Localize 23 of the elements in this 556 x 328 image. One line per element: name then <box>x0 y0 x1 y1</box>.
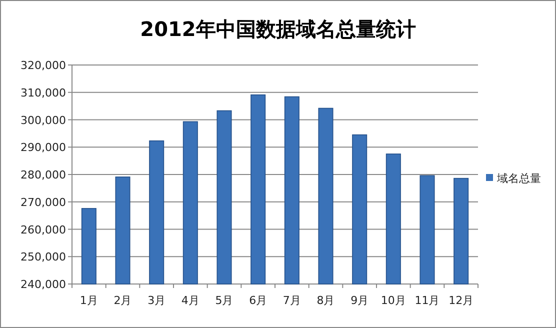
chart-title: 2012年中国数据域名总量统计 <box>140 17 416 41</box>
x-tick-label: 6月 <box>249 294 268 307</box>
x-tick-label: 11月 <box>414 294 440 307</box>
y-tick-label: 310,000 <box>20 86 66 100</box>
x-tick-label: 4月 <box>181 294 200 307</box>
y-tick-label: 320,000 <box>20 59 66 72</box>
y-tick-label: 290,000 <box>20 141 66 154</box>
x-tick-label: 7月 <box>282 294 301 307</box>
y-tick-label: 280,000 <box>20 168 66 182</box>
y-tick-label: 260,000 <box>20 223 66 236</box>
x-tick-label: 5月 <box>215 294 234 307</box>
y-tick-label: 250,000 <box>20 250 66 264</box>
x-tick-label: 9月 <box>350 294 369 307</box>
legend-label: 域名总量 <box>496 172 541 185</box>
y-tick-label: 240,000 <box>20 278 66 291</box>
x-tick-label: 1月 <box>80 294 98 307</box>
y-tick-label: 270,000 <box>20 196 66 209</box>
x-tick-label: 2月 <box>114 294 132 307</box>
x-tick-label: 10月 <box>380 294 406 307</box>
x-tick-label: 8月 <box>316 294 335 307</box>
x-tick-label: 3月 <box>148 294 166 307</box>
x-tick-label: 12月 <box>448 294 474 307</box>
y-tick-label: 300,000 <box>20 114 66 127</box>
